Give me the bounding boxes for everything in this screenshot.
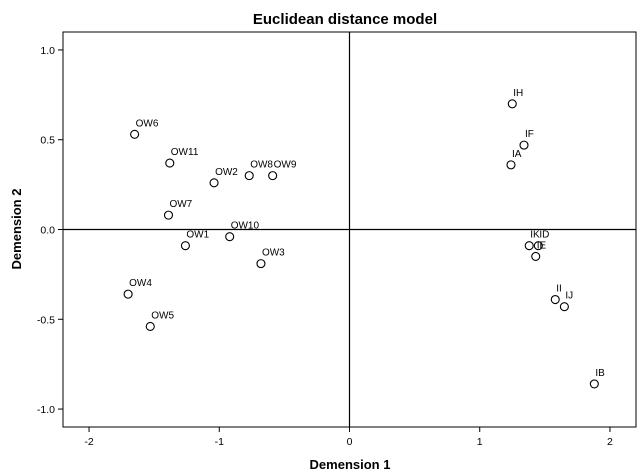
x-axis-ticks: -2 -1 0 1 2 (84, 427, 613, 448)
data-point-label: OW10 (231, 221, 260, 232)
data-point-label: ID (539, 230, 549, 241)
y-tick-label: 0.5 (40, 135, 55, 147)
x-tick-label: -1 (215, 436, 224, 448)
data-point-label: OW5 (151, 310, 174, 321)
data-point (524, 241, 534, 251)
data-point (589, 379, 599, 389)
data-point (163, 210, 174, 220)
x-axis-label: Demension 1 (310, 457, 391, 472)
data-point (180, 241, 190, 251)
data-point-label: IK (530, 230, 540, 241)
data-point-label: OW2 (215, 167, 238, 178)
data-point (165, 158, 175, 168)
data-point (256, 259, 266, 269)
data-point (244, 171, 254, 181)
data-point (506, 160, 516, 170)
data-point-label: IE (537, 240, 547, 251)
data-point-label: OW8 (250, 160, 273, 171)
data-point (123, 289, 133, 299)
x-tick-label: 2 (607, 436, 613, 448)
data-point-label: OW9 (274, 160, 297, 171)
data-point-label: IH (513, 88, 523, 99)
data-point (533, 241, 543, 251)
data-point (209, 178, 219, 188)
y-tick-label: -1.0 (37, 404, 55, 416)
data-point (559, 302, 569, 312)
reference-lines (63, 32, 636, 427)
data-point-label: OW6 (136, 118, 159, 129)
data-point (225, 232, 235, 242)
x-tick-label: 1 (477, 436, 483, 448)
chart-title: Euclidean distance model (253, 11, 437, 28)
data-point-label: II (556, 284, 562, 295)
data-point-label: OW11 (171, 147, 199, 158)
x-tick-label: -2 (84, 436, 93, 448)
data-point-label: OW3 (262, 248, 285, 259)
data-point (268, 171, 278, 181)
data-point-label: IJ (565, 291, 573, 302)
data-point (519, 140, 529, 150)
data-point (145, 321, 155, 332)
y-tick-label: 1.0 (40, 45, 55, 57)
data-point (550, 294, 560, 305)
data-point (130, 129, 140, 139)
y-axis-label: Demension 2 (9, 189, 24, 270)
data-point-label: IB (595, 368, 605, 379)
data-point-label: IA (512, 149, 522, 160)
data-point-label: OW7 (169, 199, 192, 210)
y-tick-label: 0.0 (40, 225, 55, 237)
data-point (531, 251, 541, 261)
y-tick-label: -0.5 (37, 314, 55, 326)
x-tick-label: 0 (347, 436, 353, 448)
y-axis-ticks: -1.0 -0.5 0.0 0.5 1.0 (37, 45, 63, 416)
data-point-label: IF (525, 129, 534, 140)
data-point-label: OW1 (186, 230, 209, 241)
data-point-label: OW4 (129, 278, 152, 289)
data-point (507, 99, 517, 109)
